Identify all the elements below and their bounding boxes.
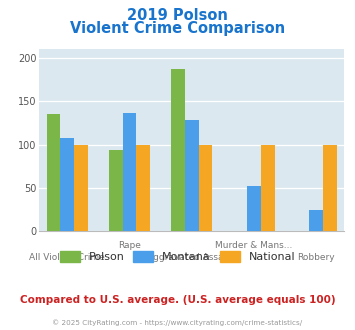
- Bar: [47, 114, 60, 231]
- Text: Murder & Mans...: Murder & Mans...: [215, 241, 293, 250]
- Bar: [323, 145, 337, 231]
- Bar: [247, 186, 261, 231]
- Bar: [310, 210, 323, 231]
- Text: Violent Crime Comparison: Violent Crime Comparison: [70, 21, 285, 36]
- Bar: [185, 119, 198, 231]
- Bar: [60, 138, 74, 231]
- Bar: [74, 145, 88, 231]
- Bar: [109, 150, 122, 231]
- Legend: Polson, Montana, National: Polson, Montana, National: [55, 247, 300, 267]
- Text: Compared to U.S. average. (U.S. average equals 100): Compared to U.S. average. (U.S. average …: [20, 295, 335, 305]
- Text: Robbery: Robbery: [297, 253, 335, 262]
- Text: All Violent Crime: All Violent Crime: [29, 253, 105, 262]
- Text: 2019 Polson: 2019 Polson: [127, 8, 228, 23]
- Bar: [198, 145, 212, 231]
- Text: Rape: Rape: [118, 241, 141, 250]
- Bar: [136, 145, 150, 231]
- Bar: [261, 145, 274, 231]
- Text: © 2025 CityRating.com - https://www.cityrating.com/crime-statistics/: © 2025 CityRating.com - https://www.city…: [53, 319, 302, 326]
- Bar: [122, 114, 136, 231]
- Bar: [171, 69, 185, 231]
- Text: Aggravated Assault: Aggravated Assault: [147, 253, 236, 262]
